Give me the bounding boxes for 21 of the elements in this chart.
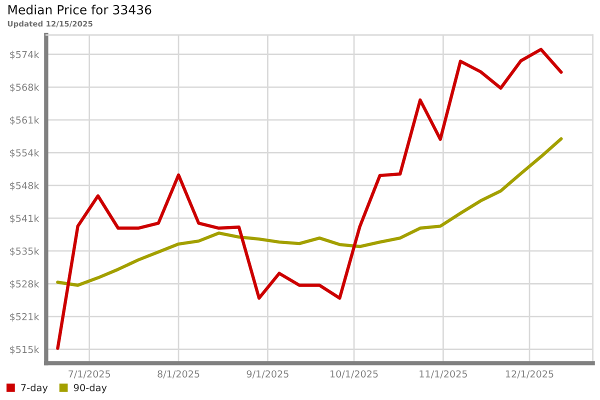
legend-label: 7-day [21, 384, 48, 394]
line-series [56, 137, 563, 287]
y-tick-label: $528k [10, 280, 40, 289]
x-tick-label: 8/1/2025 [158, 370, 200, 378]
x-tick-label: 10/1/2025 [330, 370, 378, 378]
x-tick-label: 11/1/2025 [420, 370, 467, 378]
y-tick-label: $561k [10, 116, 40, 125]
y-tick-label: $535k [10, 247, 40, 256]
y-tick-label: $548k [10, 182, 40, 190]
x-tick-label: 12/1/2025 [506, 370, 554, 378]
y-tick-label: $541k [10, 214, 40, 224]
chart-title: Median Price for 33436 [8, 4, 152, 14]
y-tick-label: $574k [10, 50, 40, 60]
x-tick-label: 7/1/2025 [68, 370, 110, 378]
line-series [56, 48, 563, 350]
y-tick-label: $554k [10, 149, 40, 158]
y-tick-label: $515k [10, 346, 40, 354]
y-tick-label: $568k [10, 83, 40, 92]
x-tick-label: 9/1/2025 [246, 370, 288, 378]
y-tick-label: $521k [10, 312, 40, 322]
legend-label: 90-day [74, 384, 107, 394]
